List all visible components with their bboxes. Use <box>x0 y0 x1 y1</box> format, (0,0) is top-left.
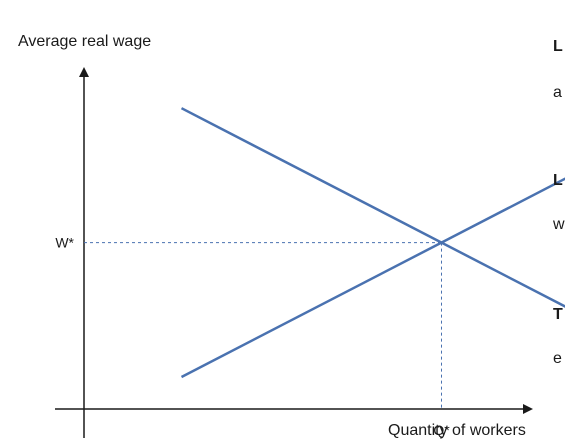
side-text-fragment: a <box>553 84 562 101</box>
side-text-fragment: L <box>553 38 563 55</box>
x-axis-title: Quantity of workers <box>388 422 526 439</box>
side-text-fragment: T <box>553 306 563 323</box>
side-text-fragment: e <box>553 350 562 367</box>
side-text-fragment: L <box>553 172 563 189</box>
equilibrium-quantity-label: Q* <box>433 422 450 438</box>
side-text-fragment: w <box>553 216 565 233</box>
equilibrium-wage-label: W* <box>55 235 74 251</box>
demand-curve <box>180 107 565 308</box>
y-axis-title: Average real wage <box>18 33 151 50</box>
